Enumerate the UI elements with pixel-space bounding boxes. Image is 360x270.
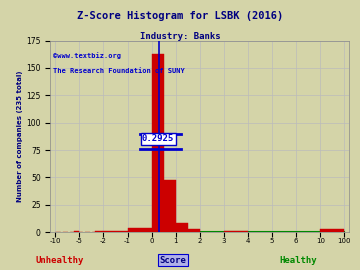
Y-axis label: Number of companies (235 total): Number of companies (235 total) — [17, 70, 23, 202]
Bar — [127, 228, 152, 232]
Bar — [224, 231, 248, 232]
Text: ©www.textbiz.org: ©www.textbiz.org — [53, 52, 121, 59]
Bar — [152, 54, 164, 232]
Text: Score: Score — [159, 256, 186, 265]
Text: Z-Score Histogram for LSBK (2016): Z-Score Histogram for LSBK (2016) — [77, 11, 283, 21]
Text: Industry: Banks: Industry: Banks — [140, 32, 220, 41]
Bar — [95, 231, 103, 232]
Text: 0.2925: 0.2925 — [142, 134, 174, 143]
Text: Healthy: Healthy — [279, 256, 317, 265]
Bar — [103, 231, 127, 232]
Text: Unhealthy: Unhealthy — [36, 256, 84, 265]
Bar — [188, 229, 200, 232]
Bar — [176, 224, 188, 232]
Bar — [75, 231, 79, 232]
Bar — [164, 180, 176, 232]
Bar — [320, 229, 345, 232]
Text: The Research Foundation of SUNY: The Research Foundation of SUNY — [53, 68, 185, 74]
